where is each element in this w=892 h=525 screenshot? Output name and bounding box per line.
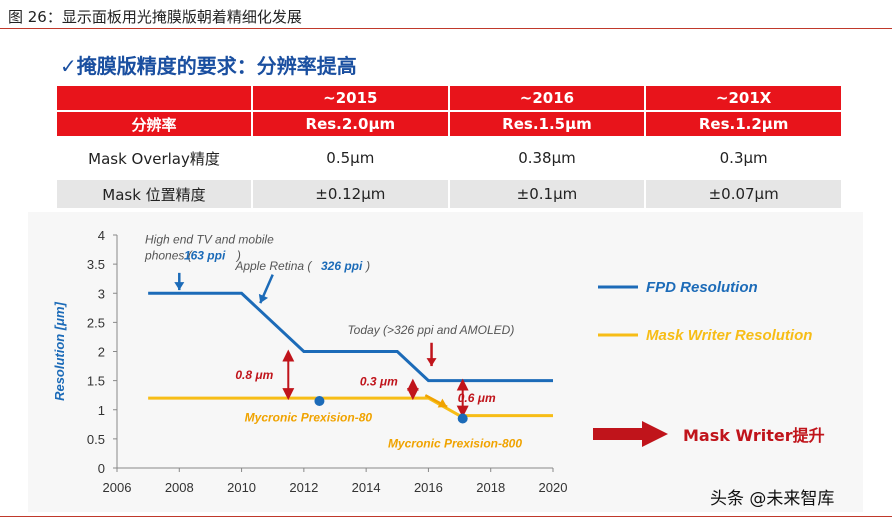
table-cell: ±0.12μm bbox=[252, 180, 448, 208]
gap-label: 0.3 μm bbox=[360, 374, 398, 388]
fpd-resolution-line bbox=[148, 291, 553, 383]
milestone-dot bbox=[314, 396, 325, 407]
table-cell: ±0.1μm bbox=[449, 180, 645, 208]
annotation-hiend-line1: High end TV and mobile bbox=[145, 233, 274, 247]
hiend-arrow-head bbox=[174, 282, 185, 291]
annotation-today: Today (>326 ppi and AMOLED) bbox=[347, 323, 514, 337]
resolution-chart-panel: 0 0.5 1 1.5 2 2.5 3 3.5 4 2006 2008 2010 2012 2014 201… bbox=[28, 212, 863, 512]
y-tick-label: 2.5 bbox=[87, 315, 105, 330]
table-cell: Res.2.0μm bbox=[252, 112, 448, 136]
x-tick-label: 2010 bbox=[227, 480, 256, 495]
annotation-hiend-ppi: 163 ppi bbox=[184, 248, 226, 262]
y-axis-label: Resolution [μm] bbox=[52, 301, 67, 401]
gap-label: 0.6 μm bbox=[458, 391, 496, 405]
table-row-label: Mask 位置精度 bbox=[57, 180, 251, 208]
table-cell: Res.1.5μm bbox=[449, 112, 645, 136]
table-header-cell: ~2016 bbox=[449, 86, 645, 112]
table-cell: Res.1.2μm bbox=[646, 112, 841, 136]
y-tick-label: 3 bbox=[98, 286, 105, 301]
y-tick-label: 2 bbox=[98, 345, 105, 360]
retina-arrow-head bbox=[258, 293, 269, 304]
y-tick-label: 3.5 bbox=[87, 257, 105, 272]
table-header-cell: ~201X bbox=[646, 86, 841, 112]
table-row-label: Mask Overlay精度 bbox=[57, 136, 251, 180]
table-cell: ±0.07μm bbox=[646, 180, 841, 208]
today-arrow-head bbox=[426, 358, 437, 367]
table-header-row: ~2015 ~2016 ~201X bbox=[57, 86, 841, 112]
bottom-divider bbox=[0, 516, 892, 517]
table-row-label: 分辨率 bbox=[57, 112, 251, 136]
annotation-retina-close: ) bbox=[364, 259, 370, 273]
legend-label: Mask Writer Resolution bbox=[646, 327, 812, 344]
table-cell: 0.3μm bbox=[646, 136, 841, 180]
resolution-chart: 0 0.5 1 1.5 2 2.5 3 3.5 4 2006 2008 2010 2012 2014 201… bbox=[52, 228, 825, 495]
table-header-cell bbox=[57, 86, 251, 112]
y-tick-label: 1.5 bbox=[87, 374, 105, 389]
gap-label: 0.8 μm bbox=[235, 368, 273, 382]
annotation-retina-ppi: 326 ppi bbox=[321, 259, 363, 273]
legend-label: FPD Resolution bbox=[646, 279, 758, 296]
milestone-dot bbox=[457, 413, 468, 424]
annotation-retina-a: Apple Retina ( bbox=[234, 259, 313, 273]
watermark: 头条 @未来智库 bbox=[710, 489, 835, 509]
mask-spec-table: ~2015 ~2016 ~201X 分辨率 Res.2.0μm Res.1.5μ… bbox=[55, 86, 843, 208]
x-tick-label: 2018 bbox=[476, 480, 505, 495]
annotation-mycronic-80: Mycronic Prexision-80 bbox=[245, 410, 373, 424]
y-tick-label: 0.5 bbox=[87, 432, 105, 447]
table-row: Mask Overlay精度 0.5μm 0.38μm 0.3μm bbox=[57, 136, 841, 180]
figure-title: 图 26：显示面板用光掩膜版朝着精细化发展 bbox=[8, 8, 302, 26]
table-row: Mask 位置精度 ±0.12μm ±0.1μm ±0.07μm bbox=[57, 180, 841, 208]
callout-label: Mask Writer提升 bbox=[683, 426, 825, 445]
annotation-hiend-close: ) bbox=[235, 248, 241, 262]
table-header-cell: ~2015 bbox=[252, 86, 448, 112]
top-divider bbox=[0, 28, 892, 29]
callout-arrow bbox=[593, 421, 668, 447]
x-tick-label: 2012 bbox=[289, 480, 318, 495]
x-tick-label: 2020 bbox=[539, 480, 568, 495]
y-tick-label: 1 bbox=[98, 403, 105, 418]
y-tick-label: 4 bbox=[98, 228, 105, 243]
x-tick-label: 2016 bbox=[414, 480, 443, 495]
table-cell: 0.5μm bbox=[252, 136, 448, 180]
x-tick-label: 2006 bbox=[103, 480, 132, 495]
y-tick-label: 0 bbox=[98, 461, 105, 476]
mycronic-800-arrow-head bbox=[437, 398, 448, 408]
table-row: 分辨率 Res.2.0μm Res.1.5μm Res.1.2μm bbox=[57, 112, 841, 136]
x-tick-label: 2008 bbox=[165, 480, 194, 495]
table-cell: 0.38μm bbox=[449, 136, 645, 180]
section-subtitle: ✓掩膜版精度的要求：分辨率提高 bbox=[60, 54, 357, 78]
x-tick-label: 2014 bbox=[352, 480, 381, 495]
annotation-mycronic-800: Mycronic Prexision-800 bbox=[388, 437, 522, 451]
annotation-hiend-line2a: phones ( bbox=[144, 248, 194, 262]
